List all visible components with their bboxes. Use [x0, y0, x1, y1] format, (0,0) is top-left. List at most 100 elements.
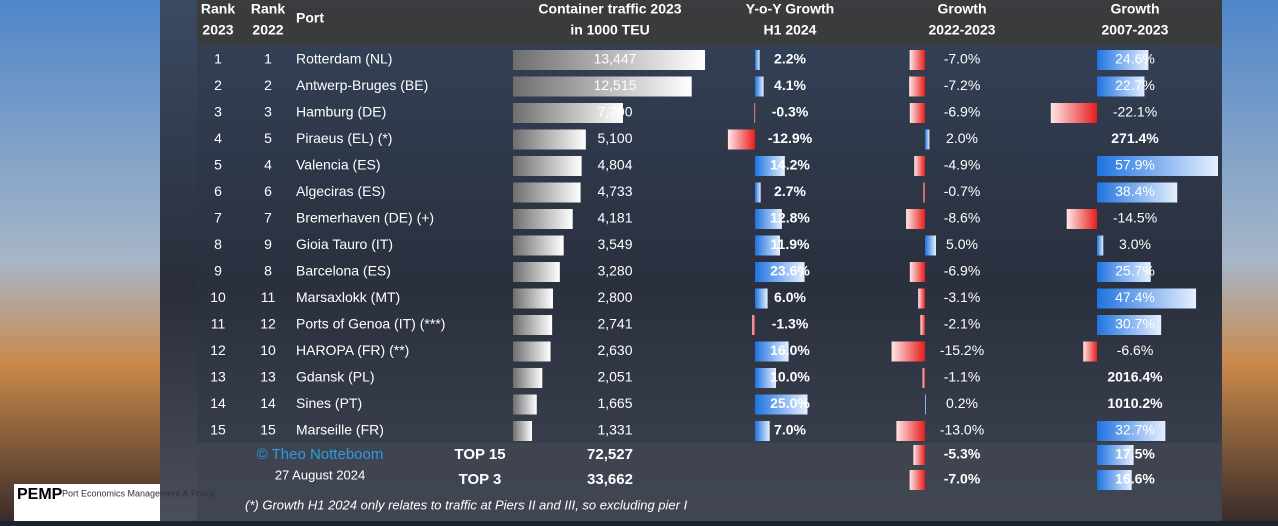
growth-value: -1.1%	[944, 369, 981, 385]
growth-value: 30.7%	[1115, 316, 1155, 332]
data-bar	[755, 235, 780, 256]
rank-2022: 3	[264, 104, 272, 120]
growth-value: 16.0%	[770, 342, 810, 358]
rank-2022: 14	[260, 395, 276, 411]
growth-value: 271.4%	[1111, 130, 1159, 146]
growth-value: -6.9%	[944, 263, 981, 279]
rank-2023: 3	[214, 104, 222, 120]
growth-value: 0.2%	[946, 395, 978, 411]
rank-2022: 6	[264, 183, 272, 199]
data-bar	[909, 470, 925, 490]
growth-value: 22.7%	[1115, 77, 1155, 93]
rank-2022: 1	[264, 51, 272, 67]
growth-value: -14.5%	[1113, 210, 1157, 226]
rank-2022: 9	[264, 236, 272, 252]
growth-value: 38.4%	[1115, 183, 1155, 199]
logo-mark: PEMP	[17, 486, 63, 503]
growth-value: -7.2%	[944, 77, 981, 93]
traffic-bar	[513, 368, 543, 388]
data-bar	[755, 182, 761, 203]
port-name: Bremerhaven (DE) (+)	[296, 210, 434, 226]
rank-2022: 5	[264, 130, 272, 146]
growth-value: 25.0%	[770, 395, 810, 411]
data-bar	[755, 262, 805, 282]
data-bar	[909, 50, 925, 70]
data-bar	[1097, 315, 1162, 335]
header-label: 2022-2023	[929, 22, 996, 38]
traffic-bar	[513, 394, 537, 415]
data-bar	[752, 315, 755, 335]
growth-value: -6.9%	[944, 104, 981, 120]
data-bar	[755, 76, 764, 97]
port-name: Antwerp-Bruges (BE)	[296, 77, 428, 93]
header-label: Y-o-Y Growth	[746, 1, 834, 17]
rank-2023: 2	[214, 77, 222, 93]
traffic-bar	[513, 315, 553, 335]
growth-value: 23.6%	[770, 263, 810, 279]
data-bar	[922, 368, 925, 388]
header-label: 2022	[252, 22, 283, 38]
header-label: 2023	[202, 22, 233, 38]
growth-value: -1.3%	[772, 316, 809, 332]
traffic-value: 2,800	[597, 289, 632, 305]
traffic-value: 2,630	[597, 342, 632, 358]
growth-value: -15.2%	[940, 342, 984, 358]
growth-value: -3.1%	[944, 289, 981, 305]
total-growth: 16.6%	[1115, 471, 1155, 487]
header-label: in 1000 TEU	[570, 22, 649, 38]
traffic-bar	[513, 209, 573, 229]
growth-value: 32.7%	[1115, 422, 1155, 438]
port-name: Marseille (FR)	[296, 422, 384, 438]
traffic-value: 1,665	[597, 395, 632, 411]
rank-2023: 11	[211, 316, 226, 332]
growth-value: -22.1%	[1113, 104, 1157, 120]
growth-value: -13.0%	[940, 422, 984, 438]
port-name: Algeciras (ES)	[296, 183, 385, 199]
growth-value: 2016.4%	[1107, 369, 1163, 385]
traffic-bar	[513, 156, 582, 176]
rank-2023: 7	[214, 210, 222, 226]
rank-2023: 9	[214, 263, 222, 279]
port-name: Ports of Genoa (IT) (***)	[296, 316, 445, 332]
total-growth: -5.3%	[944, 446, 981, 462]
port-name: Piraeus (EL) (*)	[296, 130, 392, 146]
data-bar	[1097, 235, 1104, 256]
data-bar	[755, 341, 789, 362]
credit-author: © Theo Notteboom	[257, 446, 384, 463]
port-name: Hamburg (DE)	[296, 104, 386, 120]
traffic-value: 1,331	[597, 422, 632, 438]
traffic-bar	[513, 262, 560, 282]
rank-2022: 7	[264, 210, 272, 226]
rank-2023: 6	[214, 183, 222, 199]
data-bar	[920, 315, 925, 335]
logo-text: Port Economics Management & Policy	[62, 488, 216, 498]
data-bar	[913, 445, 925, 465]
rank-2022: 15	[260, 422, 276, 438]
traffic-bar	[513, 50, 706, 70]
growth-value: 10.0%	[770, 369, 810, 385]
growth-value: -0.7%	[944, 183, 981, 199]
data-bar	[755, 156, 785, 176]
rank-2023: 5	[214, 157, 222, 173]
total-growth: -7.0%	[944, 471, 981, 487]
data-bar	[755, 288, 768, 309]
growth-value: 1010.2%	[1107, 395, 1163, 411]
port-name: Marsaxlokk (MT)	[296, 289, 400, 305]
data-bar	[1066, 209, 1097, 229]
growth-value: 12.8%	[770, 210, 810, 226]
header-label: Port	[296, 10, 324, 26]
port-name: Valencia (ES)	[296, 157, 381, 173]
data-bar	[1097, 76, 1145, 97]
traffic-value: 4,804	[597, 157, 632, 173]
port-name: Gdansk (PL)	[296, 369, 375, 385]
traffic-bar	[513, 235, 564, 256]
growth-value: -2.1%	[944, 316, 981, 332]
rank-2023: 10	[210, 289, 226, 305]
header-label: Container traffic 2023	[538, 1, 681, 17]
data-bar	[755, 368, 776, 388]
growth-value: 24.6%	[1115, 51, 1155, 67]
data-bar	[755, 421, 770, 441]
data-bar	[906, 209, 925, 229]
rank-2023: 1	[214, 51, 222, 67]
